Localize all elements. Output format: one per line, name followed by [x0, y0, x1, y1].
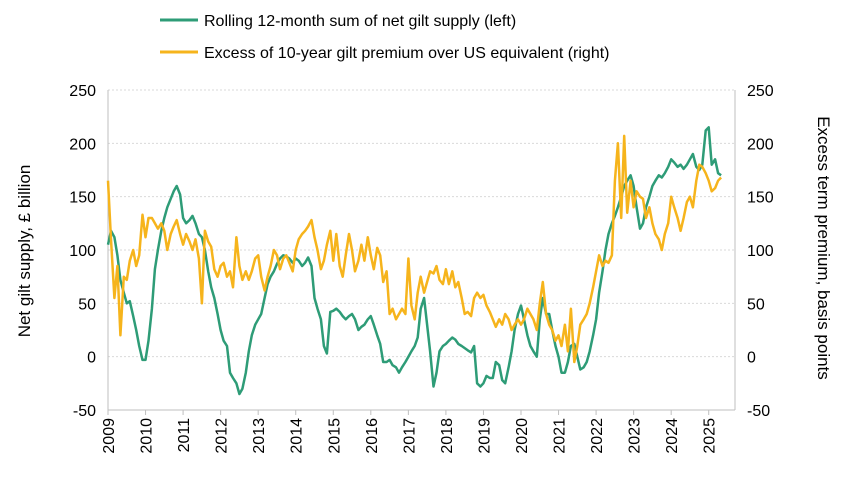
y-left-tick-label: 250	[69, 83, 96, 100]
y-right-tick-label: 250	[747, 83, 774, 100]
y-right-tick-label: -50	[747, 403, 770, 420]
y-right-tick-label: 0	[747, 350, 756, 367]
x-tick-label: 2017	[401, 418, 418, 454]
gridlines	[108, 89, 735, 411]
axes: -50 0 50 100 150 200 250 -50 0 50 100 150 200 250 2009…	[69, 83, 774, 454]
x-tick-label: 2021	[552, 418, 569, 454]
x-tick-label: 2013	[251, 418, 268, 454]
x-tick-label: 2015	[326, 418, 343, 454]
y-right-tick-label: 200	[747, 136, 774, 153]
y-axis-right-title: Excess term premium, basis points	[814, 116, 833, 380]
legend-label: Rolling 12-month sum of net gilt supply …	[204, 13, 516, 30]
x-tick-label: 2012	[214, 418, 231, 454]
series-line-2	[106, 134, 723, 364]
x-tick-label: 2014	[289, 418, 306, 454]
y-left-tick-label: 100	[69, 243, 96, 260]
legend-label: Excess of 10-year gilt premium over US e…	[204, 45, 610, 62]
y-left-tick-label: -50	[73, 403, 96, 420]
x-tick-label: 2025	[702, 418, 719, 454]
x-tick-label: 2024	[664, 418, 681, 454]
x-tick-label: 2018	[439, 418, 456, 454]
y-left-tick-label: 0	[87, 350, 96, 367]
series-lines	[106, 126, 723, 396]
x-tick-label: 2011	[176, 418, 193, 453]
x-tick-label: 2020	[514, 418, 531, 454]
x-tick-label: 2023	[627, 418, 644, 454]
y-axis-left-title: Net gilt supply, £ billion	[15, 165, 34, 338]
y-left-tick-label: 50	[78, 296, 96, 313]
x-tick-label: 2010	[139, 418, 156, 454]
x-tick-label: 2009	[101, 418, 118, 454]
y-left-tick-label: 150	[69, 190, 96, 207]
series-line-1	[106, 126, 722, 396]
x-tick-label: 2019	[476, 418, 493, 454]
y-right-tick-label: 150	[747, 190, 774, 207]
y-right-tick-label: 100	[747, 243, 774, 260]
x-tick-label: 2022	[589, 418, 606, 454]
y-right-tick-label: 50	[747, 296, 765, 313]
y-left-tick-label: 200	[69, 136, 96, 153]
legend: Rolling 12-month sum of net gilt supply …	[160, 13, 610, 62]
x-tick-label: 2016	[364, 418, 381, 454]
